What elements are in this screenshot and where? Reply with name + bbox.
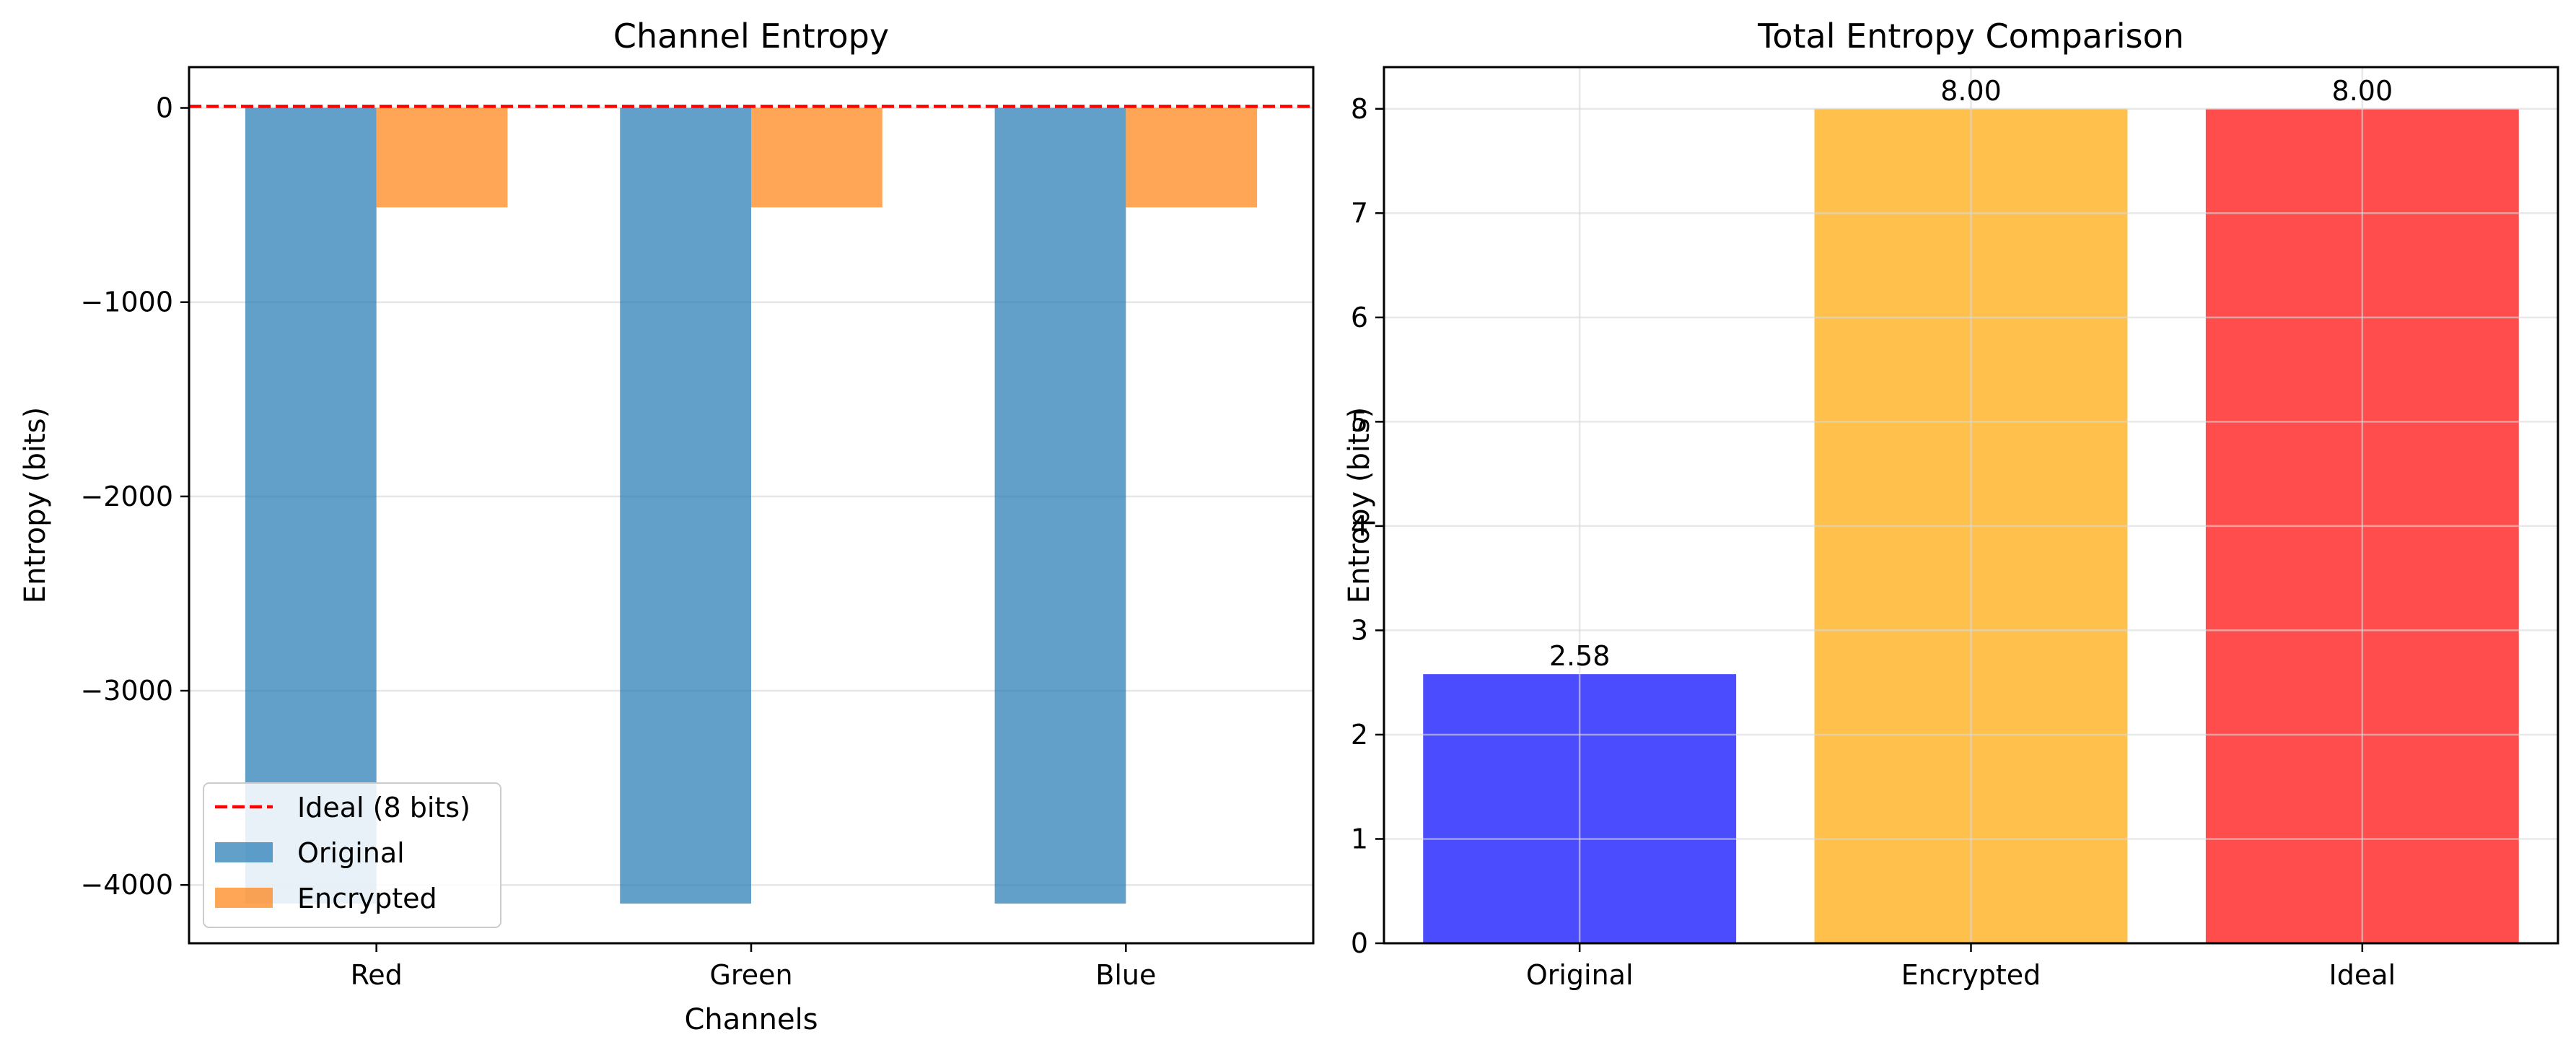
x-tick-label: Green (709, 959, 792, 991)
bar-original-green (620, 108, 751, 904)
y-tick-label: −4000 (80, 869, 173, 901)
legend-swatch-encrypted (215, 888, 273, 908)
bar-original-red (245, 108, 377, 904)
y-tick-label: 3 (1351, 614, 1368, 646)
y-tick-label: 6 (1351, 302, 1368, 333)
total-entropy-chart: 0 1 2 3 4 5 6 7 8 Original Encrypted Ideal 2.58 8.0… (1343, 17, 2559, 991)
x-tick-label: Original (1526, 959, 1634, 991)
data-label: 2.58 (1549, 640, 1611, 672)
y-tick-label: −3000 (80, 675, 173, 707)
legend-box (203, 782, 501, 928)
y-tick-label: 0 (1351, 927, 1368, 959)
bars (245, 108, 1258, 904)
data-labels: 2.58 8.00 8.00 (1549, 75, 2393, 672)
x-axis-label: Channels (684, 1003, 818, 1036)
x-tick-label: Encrypted (1901, 959, 2041, 991)
bar-encrypted-green (751, 108, 882, 208)
legend-label-original: Original (297, 837, 405, 869)
y-tick-label: 5 (1351, 406, 1368, 437)
chart-title: Total Entropy Comparison (1757, 17, 2184, 56)
y-tick-label: 7 (1351, 197, 1368, 229)
x-tick-label: Red (351, 959, 403, 991)
y-axis-label: Entropy (bits) (19, 407, 52, 603)
y-tick-label: 8 (1351, 93, 1368, 125)
y-tick-label: −1000 (80, 287, 173, 318)
x-ticks: Original Encrypted Ideal (1526, 943, 2396, 991)
bar-encrypted-blue (1126, 108, 1258, 208)
data-label: 8.00 (2332, 75, 2393, 107)
y-tick-label: 1 (1351, 823, 1368, 854)
legend-label-encrypted: Encrypted (297, 883, 437, 914)
y-tick-label: 2 (1351, 719, 1368, 751)
bar-encrypted-red (376, 108, 508, 208)
bar-original-blue (994, 108, 1126, 904)
y-tick-label: −2000 (80, 481, 173, 512)
y-ticks: 0 1 2 3 4 5 6 7 8 (1351, 93, 1384, 959)
y-tick-label: 0 (156, 92, 173, 124)
x-ticks: Red Green Blue (351, 943, 1156, 991)
legend: Ideal (8 bits) Original Encrypted (203, 782, 501, 928)
y-axis-label: Entropy (bits) (1343, 407, 1376, 603)
channel-entropy-chart: 0 −1000 −2000 −3000 −4000 Red Green Blue Chann… (19, 17, 1315, 1036)
legend-label-ideal: Ideal (8 bits) (297, 792, 470, 823)
y-tick-label: 4 (1351, 510, 1368, 542)
legend-swatch-original (215, 842, 273, 862)
chart-title: Channel Entropy (613, 17, 889, 56)
data-label: 8.00 (1940, 75, 2002, 107)
x-tick-label: Blue (1095, 959, 1156, 991)
y-ticks: 0 −1000 −2000 −3000 −4000 (80, 92, 189, 901)
x-tick-label: Ideal (2329, 959, 2396, 991)
